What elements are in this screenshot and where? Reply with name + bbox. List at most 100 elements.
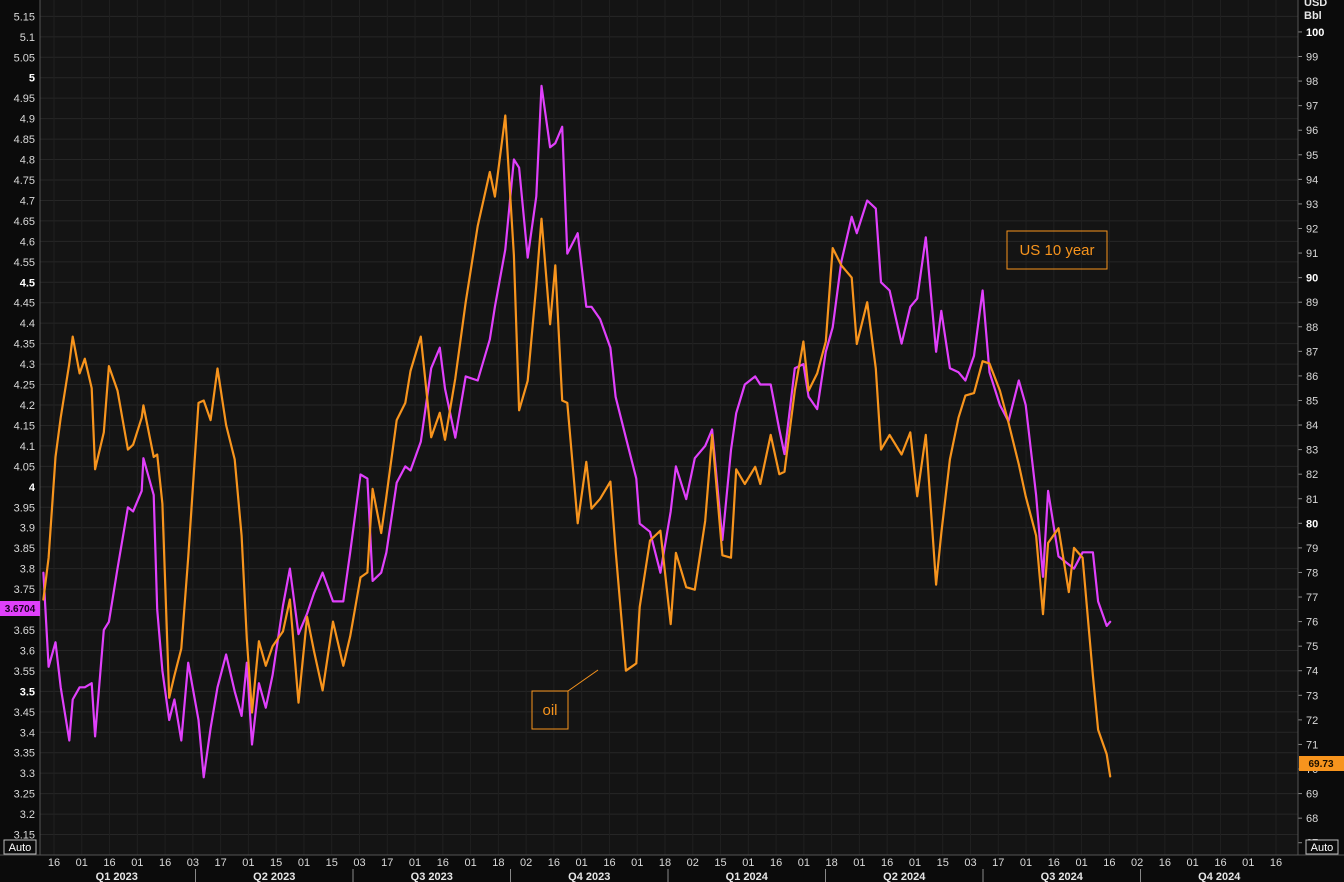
right-tick-label: 87 xyxy=(1306,346,1318,358)
x-day-tick-label: 03 xyxy=(353,857,365,869)
x-day-tick-label: 16 xyxy=(48,857,60,869)
left-tick-label: 4.35 xyxy=(14,339,35,351)
right-tick-label: 75 xyxy=(1306,641,1318,653)
quarter-label: Q2 2024 xyxy=(883,871,926,882)
right-last-value-tag xyxy=(1299,756,1344,771)
x-day-tick-label: 01 xyxy=(76,857,88,869)
x-day-tick-label: 18 xyxy=(492,857,504,869)
right-tick-label: 96 xyxy=(1306,125,1318,137)
right-tick-label: 85 xyxy=(1306,395,1318,407)
left-tick-label: 3.4 xyxy=(20,727,35,739)
x-day-tick-label: 15 xyxy=(714,857,726,869)
oil-annotation-leader xyxy=(567,669,599,692)
x-day-tick-label: 16 xyxy=(1048,857,1060,869)
left-y-axis: 5.15 5.1 5.05 5 4.95 4.9 4.85 4.8 4.75 4.7 4.65 4.6… xyxy=(14,0,41,855)
left-auto-label: Auto xyxy=(9,842,32,854)
right-tick-label: 91 xyxy=(1306,248,1318,260)
x-day-tick-label: 02 xyxy=(1131,857,1143,869)
left-tick-label: 5.15 xyxy=(14,11,35,23)
left-tick-label: 3.9 xyxy=(20,523,35,535)
right-tick-label: 94 xyxy=(1306,174,1318,186)
left-tick-label: 3.75 xyxy=(14,584,35,596)
right-tick-label: 76 xyxy=(1306,617,1318,629)
x-day-tick-label: 16 xyxy=(1214,857,1226,869)
x-day-tick-label: 01 xyxy=(464,857,476,869)
quarter-label: Q4 2024 xyxy=(1198,871,1241,882)
x-day-tick-label: 16 xyxy=(1103,857,1115,869)
right-tick-label: 73 xyxy=(1306,690,1318,702)
right-tick-label: 68 xyxy=(1306,813,1318,825)
left-tick-label: 3.55 xyxy=(14,666,35,678)
left-tick-label: 3.3 xyxy=(20,768,35,780)
x-day-tick-label: 15 xyxy=(270,857,282,869)
right-auto-button[interactable] xyxy=(1305,839,1339,855)
left-tick-label: 3.65 xyxy=(14,625,35,637)
right-tick-label: 83 xyxy=(1306,445,1318,457)
right-tick-label: 79 xyxy=(1306,543,1318,555)
right-tick-label: 82 xyxy=(1306,469,1318,481)
x-day-tick-label: 01 xyxy=(909,857,921,869)
left-tick-label: 3.5 xyxy=(20,686,35,698)
x-day-tick-label: 16 xyxy=(437,857,449,869)
x-day-tick-label: 01 xyxy=(1242,857,1254,869)
x-day-tick-label: 01 xyxy=(242,857,254,869)
left-tick-label: 4.3 xyxy=(20,359,35,371)
right-tick-label: 97 xyxy=(1306,101,1318,113)
x-day-tick-label: 01 xyxy=(1020,857,1032,869)
us10y-series-line xyxy=(42,84,1112,779)
left-tick-label: 4.7 xyxy=(20,195,35,207)
left-tick-label: 3.45 xyxy=(14,707,35,719)
left-auto-button[interactable] xyxy=(3,839,37,855)
x-day-tick-label: 17 xyxy=(992,857,1004,869)
x-day-tick-label: 15 xyxy=(937,857,949,869)
quarter-label: Q2 2023 xyxy=(253,871,295,882)
right-tick-label: 81 xyxy=(1306,494,1318,506)
left-tick-label: 4.95 xyxy=(14,93,35,105)
right-tick-label: 72 xyxy=(1306,715,1318,727)
left-tick-label: 4.9 xyxy=(20,114,35,126)
right-axis-unit-line-2: Bbl xyxy=(1304,10,1322,22)
right-tick-label: 98 xyxy=(1306,76,1318,88)
x-day-tick-label: 02 xyxy=(520,857,532,869)
right-tick-label: 100 xyxy=(1306,27,1324,39)
left-tick-label: 4 xyxy=(29,482,36,494)
right-last-value-label: 69.73 xyxy=(1308,759,1333,770)
left-tick-label: 4.2 xyxy=(20,400,35,412)
right-auto-label: Auto xyxy=(1311,842,1334,854)
series-layer xyxy=(42,84,1112,779)
right-tick-label: 69 xyxy=(1306,789,1318,801)
x-day-tick-label: 16 xyxy=(1270,857,1282,869)
x-day-tick-label: 01 xyxy=(298,857,310,869)
right-tick-label: 86 xyxy=(1306,371,1318,383)
x-day-tick-label: 01 xyxy=(742,857,754,869)
us10y-annotation-box xyxy=(1006,230,1108,270)
x-day-tick-label: 16 xyxy=(603,857,615,869)
right-tick-label: 80 xyxy=(1306,518,1318,530)
right-tick-label: 92 xyxy=(1306,223,1318,235)
right-tick-label: 88 xyxy=(1306,322,1318,334)
oil-series-line xyxy=(42,114,1112,778)
x-axis: 16 01 16 01 16 03 17 01 15 01 15 03 17 01 16 01 18 02 16 01… xyxy=(0,854,1344,882)
left-tick-label: 3.8 xyxy=(20,564,35,576)
left-tick-label: 4.15 xyxy=(14,420,35,432)
x-day-tick-label: 03 xyxy=(187,857,199,869)
left-tick-label: 4.75 xyxy=(14,175,35,187)
quarter-label: Q4 2023 xyxy=(568,871,610,882)
left-tick-label: 4.45 xyxy=(14,298,35,310)
left-tick-label: 4.25 xyxy=(14,380,35,392)
left-tick-label: 4.8 xyxy=(20,155,35,167)
left-tick-label: 5 xyxy=(29,73,35,85)
right-tick-label: 89 xyxy=(1306,297,1318,309)
right-tick-label: 77 xyxy=(1306,592,1318,604)
us10y-annotation: US 10 year xyxy=(1019,242,1094,259)
x-day-tick-label: 01 xyxy=(798,857,810,869)
left-tick-label: 4.85 xyxy=(14,134,35,146)
right-tick-label: 95 xyxy=(1306,150,1318,162)
right-tick-label: 93 xyxy=(1306,199,1318,211)
quarter-label: Q1 2023 xyxy=(96,871,138,882)
quarter-label: Q3 2023 xyxy=(411,871,453,882)
x-day-tick-label: 16 xyxy=(548,857,560,869)
right-axis-unit-line-1: USD xyxy=(1304,0,1327,9)
x-day-tick-label: 16 xyxy=(881,857,893,869)
left-tick-label: 4.55 xyxy=(14,257,35,269)
